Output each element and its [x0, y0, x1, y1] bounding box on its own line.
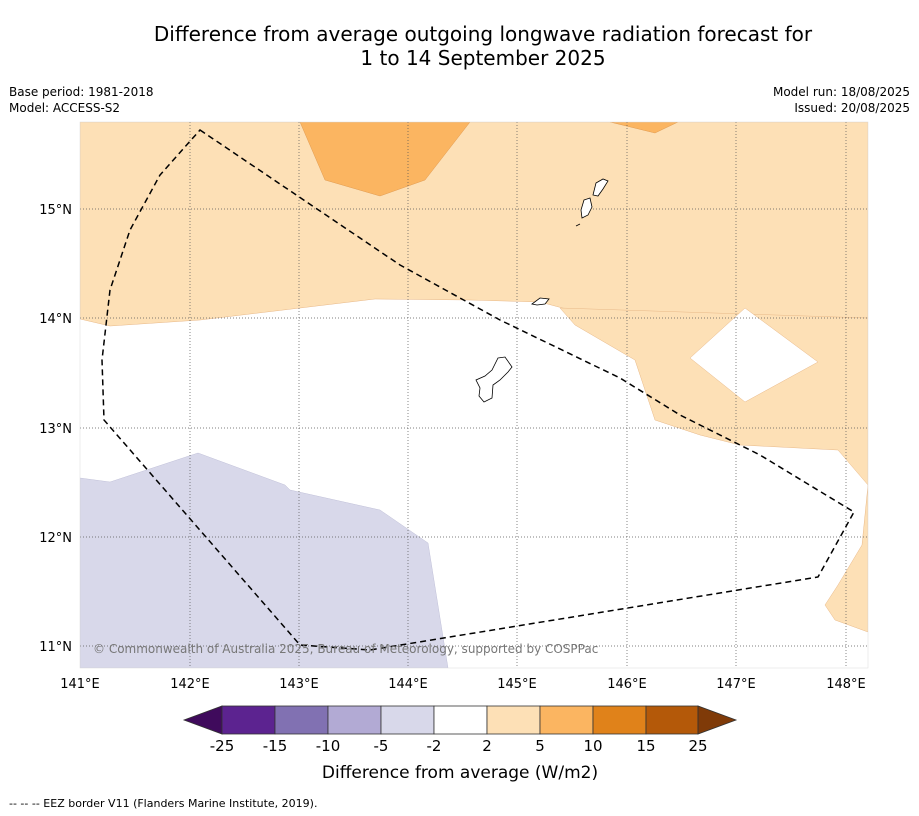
- eez-legend-footer: -- -- -- EEZ border V11 (Flanders Marine…: [9, 797, 318, 810]
- anomaly-region-2-to-5-east: [559, 307, 868, 633]
- lat-tick-label: 15°N: [39, 203, 72, 218]
- lon-tick-label: 142°E: [170, 677, 210, 692]
- colorbar-segment: [433, 705, 488, 735]
- island-aguijan: [575, 223, 581, 227]
- colorbar-segment: [539, 705, 594, 735]
- run-info: Model run: 18/08/2025 Issued: 20/08/2025: [773, 84, 910, 116]
- model-info: Base period: 1981-2018 Model: ACCESS-S2: [9, 84, 154, 116]
- issued-date: Issued: 20/08/2025: [794, 101, 910, 115]
- island-rota: [531, 297, 550, 306]
- anomaly-region-5-to-10-northeast: [609, 122, 679, 134]
- colorbar-tick-label: 2: [482, 737, 492, 755]
- map-area: [80, 122, 868, 668]
- colorbar-tick-label: -10: [316, 737, 341, 755]
- anomaly-hole-white: [689, 307, 819, 403]
- colorbar-tick-label: 15: [636, 737, 655, 755]
- lat-tick-label: 11°N: [39, 640, 72, 655]
- colorbar-segment: [221, 705, 276, 735]
- lat-tick-label: 12°N: [39, 531, 72, 546]
- island-guam: [475, 356, 513, 403]
- colorbar-tick-label: -15: [263, 737, 288, 755]
- base-period: Base period: 1981-2018: [9, 85, 154, 99]
- colorbar-tick-label: 10: [583, 737, 602, 755]
- anomaly-region-2-to-5-north: [80, 122, 868, 327]
- model-run: Model run: 18/08/2025: [772, 85, 910, 99]
- colorbar-segment: [327, 705, 382, 735]
- anomaly-region-5-to-10-north: [299, 122, 471, 197]
- colorbar: [182, 705, 738, 735]
- colorbar-segment: [274, 705, 329, 735]
- lat-tick-label: 14°N: [39, 312, 72, 327]
- lon-tick-label: 147°E: [716, 677, 756, 692]
- lon-tick-label: 144°E: [388, 677, 428, 692]
- colorbar-segment: [645, 705, 699, 735]
- model-name: Model: ACCESS-S2: [9, 101, 121, 115]
- title-line-2: 1 to 14 September 2025: [360, 46, 606, 70]
- lon-tick-label: 141°E: [60, 677, 100, 692]
- colorbar-title: Difference from average (W/m2): [322, 763, 598, 783]
- colorbar-extend-high: [697, 705, 738, 735]
- colorbar-segment: [380, 705, 435, 735]
- island-tinian: [580, 197, 593, 219]
- title-line-1: Difference from average outgoing longwav…: [153, 22, 813, 46]
- colorbar-segment: [486, 705, 541, 735]
- colorbar-extend-low: [182, 705, 223, 735]
- lon-tick-label: 148°E: [826, 677, 866, 692]
- colorbar-segment: [592, 705, 647, 735]
- colorbar-tick-label: 25: [688, 737, 707, 755]
- island-saipan: [592, 178, 609, 197]
- gridlines: [80, 122, 868, 668]
- lon-tick-label: 145°E: [497, 677, 537, 692]
- map-frame: [79, 121, 869, 669]
- credit-text: © Commonwealth of Australia 2025, Bureau…: [93, 642, 598, 656]
- lon-tick-label: 143°E: [279, 677, 319, 692]
- colorbar-tick-label: 5: [535, 737, 545, 755]
- colorbar-tick-label: -5: [374, 737, 389, 755]
- lon-axis: 141°E 142°E 143°E 144°E 145°E 146°E 147°…: [60, 677, 866, 692]
- lat-tick-label: 13°N: [39, 422, 72, 437]
- colorbar-tick-label: -2: [427, 737, 442, 755]
- colorbar-tick-label: -25: [210, 737, 235, 755]
- anomaly-region-minus2-to-minus5: [80, 452, 449, 668]
- colorbar-ticks: -25 -15 -10 -5 -2 2 5 10 15 25: [210, 737, 708, 755]
- eez-border: [101, 129, 856, 651]
- lat-axis: 15°N 14°N 13°N 12°N 11°N: [39, 203, 72, 655]
- lon-tick-label: 146°E: [607, 677, 647, 692]
- map-title: Difference from average outgoing longwav…: [0, 22, 919, 70]
